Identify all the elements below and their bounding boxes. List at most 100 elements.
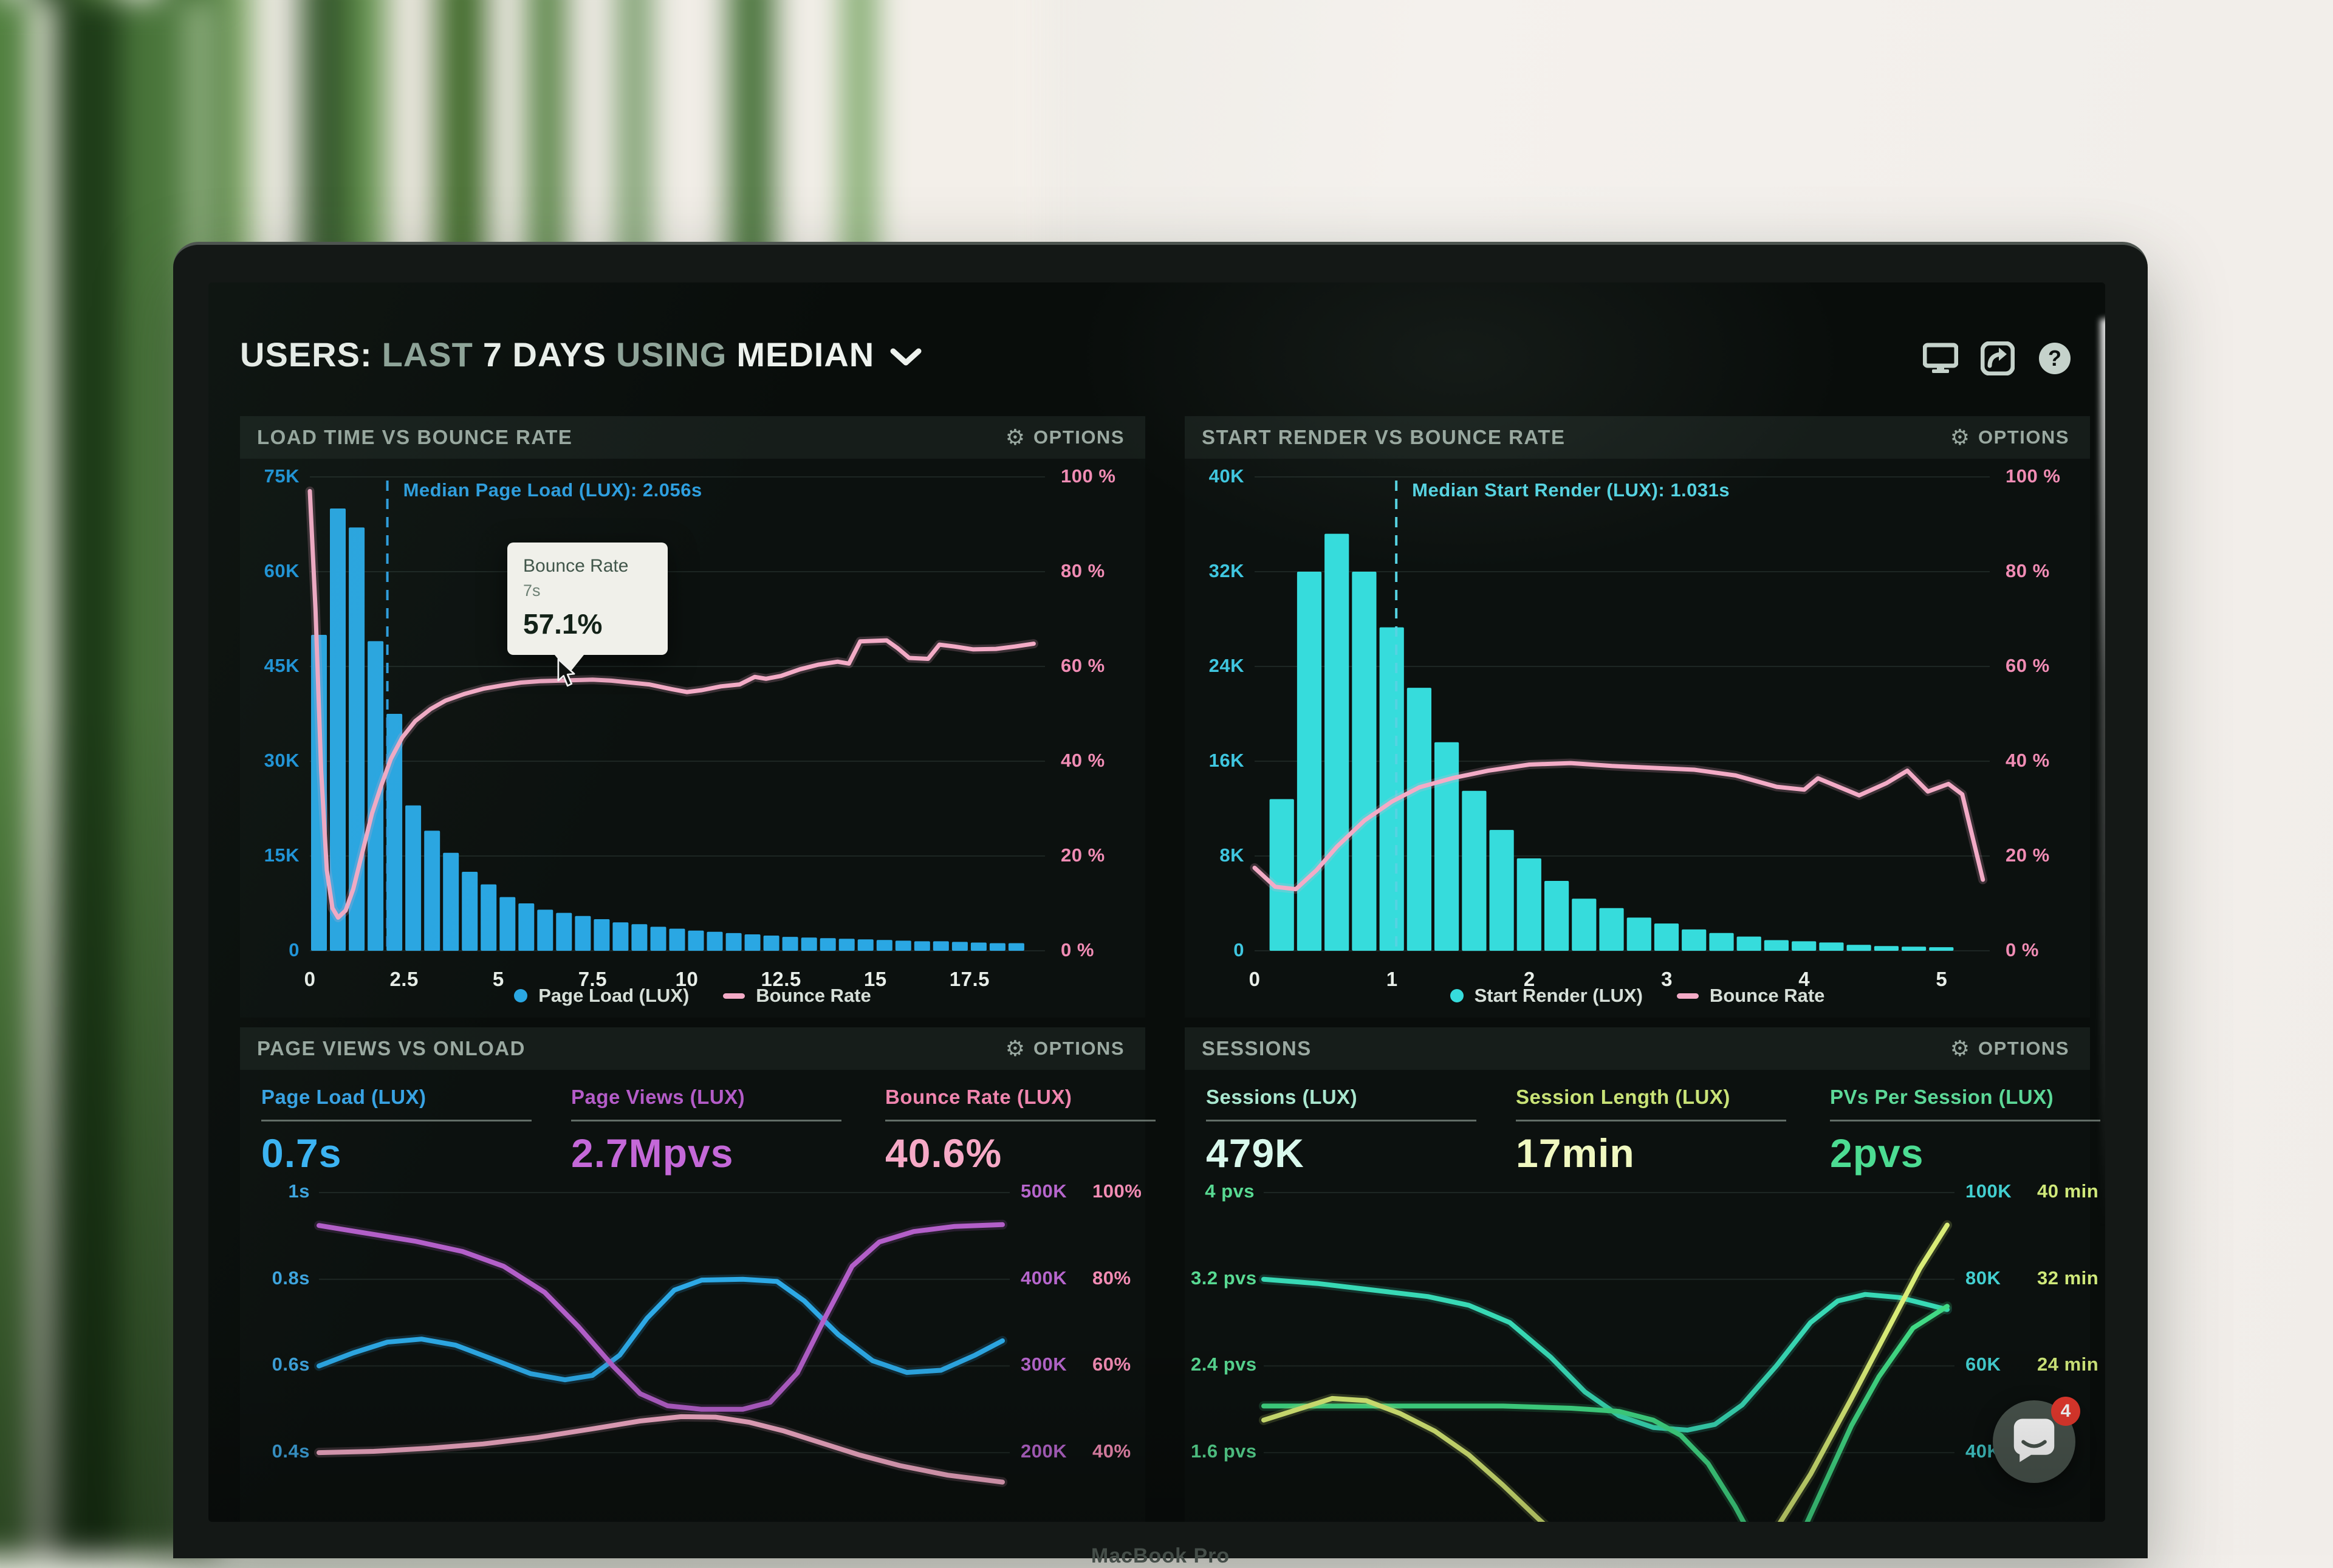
gear-icon: ⚙: [1950, 1038, 1970, 1060]
dashboard-header: USERS: LAST 7 DAYS USING MEDIAN: [240, 335, 2074, 383]
gear-icon: ⚙: [1005, 426, 1025, 448]
axis-label: 8K: [1188, 844, 1244, 866]
axis-label: 60 %: [1061, 655, 1105, 677]
series-line-glow: [1264, 1225, 1947, 1522]
series-line: [319, 1279, 1002, 1380]
histogram-bar: [651, 927, 666, 951]
display-icon[interactable]: [1923, 341, 1958, 376]
gear-icon: ⚙: [1950, 426, 1970, 448]
axis-label: 0.8s: [246, 1267, 310, 1289]
sessions-canvas: [1185, 1070, 2090, 1522]
histogram-bar: [1380, 628, 1404, 951]
histogram-bar: [1929, 947, 1953, 951]
histogram-bar: [443, 853, 459, 951]
histogram-bar: [896, 940, 911, 951]
options-label: OPTIONS: [1033, 426, 1125, 448]
bounce-rate-swatch: [723, 993, 745, 999]
axis-label: 1.6 pvs: [1191, 1440, 1255, 1462]
axis-label: 40 %: [1061, 750, 1105, 772]
tooltip-series: Bounce Rate: [523, 556, 652, 577]
chart-tooltip: Bounce Rate 7s 57.1%: [507, 543, 668, 655]
histogram-bar: [1490, 830, 1514, 951]
intercom-chat-button[interactable]: 4: [1993, 1400, 2075, 1483]
legend-label: Start Render (LUX): [1475, 985, 1643, 1007]
histogram-bar: [1572, 899, 1596, 951]
panel-start-render-vs-bounce-rate: START RENDER VS BOUNCE RATE ⚙ OPTIONS 40…: [1185, 416, 2090, 1018]
axis-label: 75K: [244, 465, 300, 487]
axis-label: 300K: [1021, 1354, 1067, 1375]
title-7days: 7 DAYS: [483, 335, 606, 374]
series-line: [319, 1417, 1002, 1482]
histogram-bar: [1462, 791, 1486, 951]
axis-label: Median Start Render (LUX): 1.031s: [1412, 479, 1730, 501]
options-label: OPTIONS: [1978, 426, 2069, 448]
axis-label: 0: [244, 939, 300, 961]
histogram-bar: [405, 806, 421, 951]
bounce-rate-swatch: [1677, 993, 1699, 999]
series-line-glow: [319, 1279, 1002, 1380]
axis-label: 30K: [244, 750, 300, 772]
users-period-dropdown[interactable]: USERS: LAST 7 DAYS USING MEDIAN: [240, 335, 922, 374]
histogram-bar: [952, 942, 968, 951]
histogram-bar: [1009, 943, 1024, 951]
axis-label: 32K: [1188, 560, 1244, 582]
panel-titlebar: SESSIONS ⚙ OPTIONS: [1185, 1027, 2090, 1070]
panel-titlebar: PAGE VIEWS VS ONLOAD ⚙ OPTIONS: [240, 1027, 1145, 1070]
axis-label: 0.6s: [246, 1354, 310, 1375]
axis-label: 500K: [1021, 1180, 1067, 1202]
histogram-bar: [1517, 858, 1541, 951]
panel-load-time-vs-bounce-rate: LOAD TIME VS BOUNCE RATE ⚙ OPTIONS 75K 60…: [240, 416, 1145, 1018]
options-button[interactable]: ⚙ OPTIONS: [1947, 426, 2073, 449]
axis-label: 60 %: [2006, 655, 2050, 677]
gear-icon: ⚙: [1005, 1038, 1025, 1060]
legend-label: Bounce Rate: [756, 985, 871, 1007]
page-views-vs-onload-canvas: [240, 1070, 1145, 1522]
histogram-bar: [1847, 945, 1871, 951]
axis-label: Median Page Load (LUX): 2.056s: [403, 479, 702, 501]
histogram-bar: [745, 934, 761, 951]
axis-label: 60K: [244, 560, 300, 582]
histogram-bar: [783, 937, 798, 951]
histogram-bar: [764, 936, 779, 951]
chart-legend: Start Render (LUX) Bounce Rate: [1185, 985, 2090, 1007]
axis-label: 100%: [1092, 1180, 1142, 1202]
axis-label: 1s: [246, 1180, 310, 1202]
share-icon[interactable]: [1980, 341, 2015, 376]
axis-label: 100 %: [1061, 465, 1115, 487]
histogram-bar: [1324, 534, 1349, 951]
histogram-bar: [499, 897, 515, 951]
axis-label: 400K: [1021, 1267, 1067, 1289]
options-button[interactable]: ⚙ OPTIONS: [1947, 1037, 2073, 1060]
axis-label: 80 %: [1061, 560, 1105, 582]
axis-label: 60%: [1092, 1354, 1131, 1375]
options-button[interactable]: ⚙ OPTIONS: [1002, 1037, 1128, 1060]
screen: USERS: LAST 7 DAYS USING MEDIAN: [208, 282, 2105, 1522]
panel-titlebar: LOAD TIME VS BOUNCE RATE ⚙ OPTIONS: [240, 416, 1145, 459]
histogram-bar: [462, 872, 478, 951]
series-line: [319, 1225, 1002, 1409]
histogram-bar: [914, 941, 930, 951]
histogram-bar: [688, 931, 704, 951]
histogram-bar: [1819, 942, 1843, 951]
help-icon[interactable]: ?: [2037, 341, 2072, 376]
histogram-bar: [1709, 933, 1733, 951]
axis-label: 24 min: [2037, 1354, 2098, 1375]
panel-titlebar: START RENDER VS BOUNCE RATE ⚙ OPTIONS: [1185, 416, 2090, 459]
axis-label: 2.4 pvs: [1191, 1354, 1255, 1375]
histogram-bar: [1654, 923, 1679, 951]
options-button[interactable]: ⚙ OPTIONS: [1002, 426, 1128, 449]
axis-label: 40 min: [2037, 1180, 2098, 1202]
axis-label: 20 %: [1061, 844, 1105, 866]
histogram-bar: [1737, 937, 1761, 951]
notification-badge: 4: [2051, 1397, 2080, 1426]
axis-label: 0: [1188, 939, 1244, 961]
histogram-bar: [1682, 930, 1706, 951]
histogram-bar: [858, 939, 874, 951]
histogram-bar: [1270, 799, 1294, 951]
panel-body: Sessions (LUX) 479K Session Length (LUX)…: [1185, 1070, 2090, 1522]
